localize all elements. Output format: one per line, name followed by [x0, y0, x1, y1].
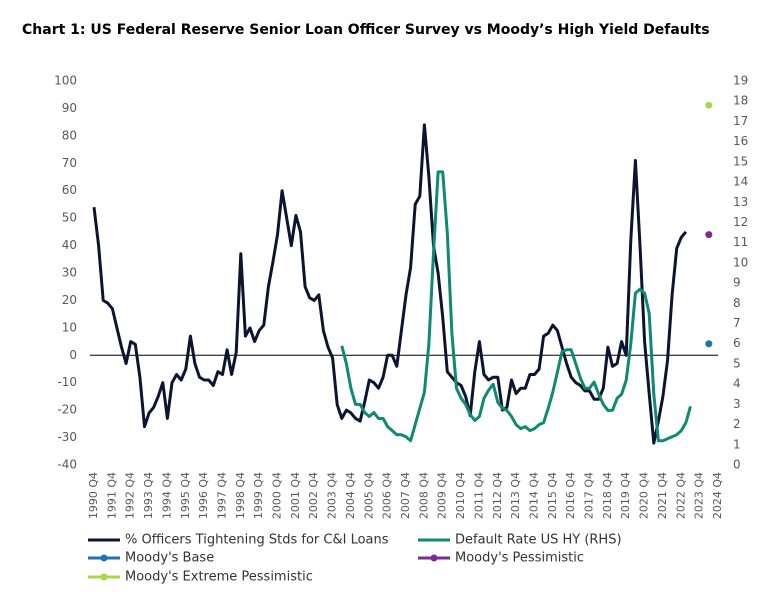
x-tick-label: 2021 Q4 [656, 472, 669, 519]
y2-tick-label: 4 [733, 377, 741, 391]
y2-tick-label: 5 [733, 356, 741, 370]
y2-tick-label: 1 [733, 437, 741, 451]
y2-tick-label: 16 [733, 134, 748, 148]
x-tick-label: 2003 Q4 [326, 472, 339, 519]
x-tick-label: 2018 Q4 [601, 472, 614, 519]
x-tick-label: 1998 Q4 [234, 472, 247, 519]
x-tick-label: 2019 Q4 [619, 472, 632, 519]
x-tick-label: 2007 Q4 [399, 472, 412, 519]
x-tick-label: 2006 Q4 [381, 472, 394, 519]
y2-tick-label: 12 [733, 215, 748, 229]
y-tick-label: 20 [62, 293, 77, 307]
x-tick-label: 1992 Q4 [124, 472, 137, 519]
y2-tick-label: 2 [733, 417, 741, 431]
x-tick-label: 1995 Q4 [179, 472, 192, 519]
y-tick-label: 90 [62, 101, 77, 115]
legend-marker [100, 573, 108, 581]
x-tick-label: 2010 Q4 [454, 472, 467, 519]
forecast-marker [705, 231, 713, 239]
x-tick-label: 1997 Q4 [215, 472, 228, 519]
y2-tick-label: 14 [733, 175, 748, 189]
legend-label: Moody's Extreme Pessimistic [125, 570, 313, 585]
y-tick-label: 70 [62, 156, 77, 170]
y2-tick-label: 0 [733, 458, 741, 472]
x-tick-label: 1994 Q4 [160, 472, 173, 519]
y2-tick-label: 19 [733, 74, 748, 88]
legend-label: % Officers Tightening Stds for C&I Loans [125, 533, 389, 548]
x-tick-label: 2008 Q4 [417, 472, 430, 519]
chart-title: Chart 1: US Federal Reserve Senior Loan … [22, 22, 710, 38]
legend-label: Moody's Base [125, 551, 214, 566]
y2-tick-label: 6 [733, 336, 741, 350]
x-tick-label: 2016 Q4 [564, 472, 577, 519]
x-tick-label: 2005 Q4 [362, 472, 375, 519]
x-tick-label: 1991 Q4 [105, 472, 118, 519]
x-tick-label: 2002 Q4 [307, 472, 320, 519]
y2-tick-label: 8 [733, 296, 741, 310]
y-tick-label: -20 [57, 403, 77, 417]
x-tick-label: 2020 Q4 [638, 472, 651, 519]
x-tick-label: 1999 Q4 [252, 472, 265, 519]
series-line [92, 123, 688, 445]
y2-tick-label: 17 [733, 114, 748, 128]
y-tick-label: 100 [54, 74, 77, 88]
y2-tick-label: 9 [733, 276, 741, 290]
y2-tick-label: 15 [733, 154, 748, 168]
y-tick-label: 10 [62, 320, 77, 334]
forecast-marker [705, 340, 713, 348]
x-tick-label: 1990 Q4 [87, 472, 100, 519]
x-tick-label: 2014 Q4 [527, 472, 540, 519]
y-tick-label: 0 [69, 348, 77, 362]
x-tick-label: 1993 Q4 [142, 472, 155, 519]
x-tick-label: 2001 Q4 [289, 472, 302, 519]
x-tick-label: 2022 Q4 [674, 472, 687, 519]
x-tick-label: 1996 Q4 [197, 472, 210, 519]
x-tick-label: 2023 Q4 [693, 472, 706, 519]
y2-tick-label: 18 [733, 94, 748, 108]
x-tick-label: 2009 Q4 [436, 472, 449, 519]
x-tick-label: 2024 Q4 [711, 472, 724, 519]
y-tick-label: 40 [62, 238, 77, 252]
y2-tick-label: 10 [733, 255, 748, 269]
x-tick-label: 2013 Q4 [509, 472, 522, 519]
x-tick-label: 2012 Q4 [491, 472, 504, 519]
legend-label: Default Rate US HY (RHS) [455, 533, 622, 548]
y2-tick-label: 3 [733, 397, 741, 411]
legend-marker [100, 554, 108, 562]
series-line [340, 170, 692, 443]
y2-tick-label: 11 [733, 235, 748, 249]
y2-tick-label: 13 [733, 195, 748, 209]
legend-marker [430, 554, 438, 562]
y-tick-label: -10 [57, 375, 77, 389]
x-tick-label: 2017 Q4 [583, 472, 596, 519]
y-tick-label: -30 [57, 430, 77, 444]
y-tick-label: 50 [62, 211, 77, 225]
legend-label: Moody's Pessimistic [455, 551, 584, 566]
y-tick-label: 80 [62, 128, 77, 142]
y-tick-label: -40 [57, 458, 77, 472]
x-tick-label: 2011 Q4 [472, 472, 485, 519]
y-tick-label: 30 [62, 266, 77, 280]
x-tick-label: 2015 Q4 [546, 472, 559, 519]
x-tick-label: 2000 Q4 [271, 472, 284, 519]
y2-tick-label: 7 [733, 316, 741, 330]
y-tick-label: 60 [62, 183, 77, 197]
x-tick-label: 2004 Q4 [344, 472, 357, 519]
forecast-marker [705, 101, 713, 109]
